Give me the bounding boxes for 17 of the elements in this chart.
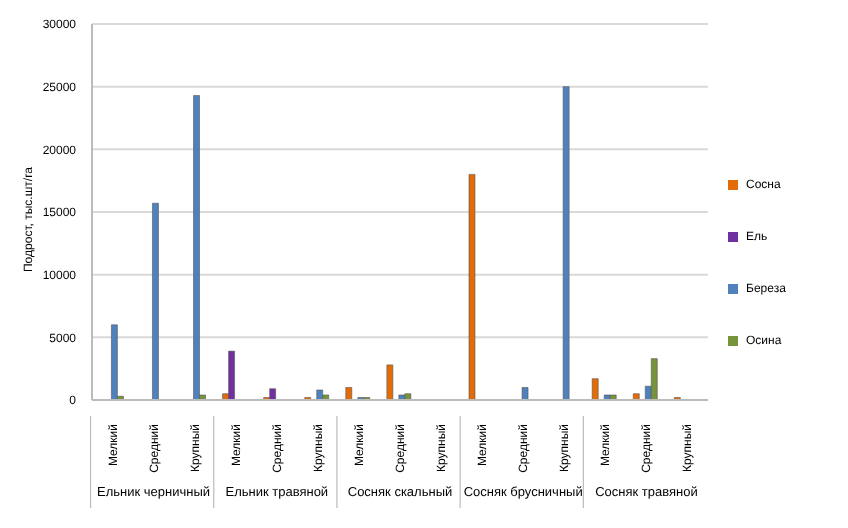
- bar: [269, 388, 276, 400]
- bar: [591, 378, 599, 400]
- bar: [228, 350, 235, 400]
- bar: [632, 393, 640, 400]
- bar: [521, 387, 529, 400]
- bar: [386, 364, 394, 400]
- bar: [316, 389, 324, 400]
- bar: [322, 394, 330, 400]
- bar: [650, 358, 658, 400]
- bar: [111, 324, 118, 400]
- bar: [193, 95, 200, 400]
- bar: [404, 393, 412, 400]
- bar: [468, 174, 476, 400]
- bar: [562, 86, 570, 400]
- bar: [609, 394, 617, 400]
- bar: [345, 387, 353, 400]
- bar: [152, 202, 159, 400]
